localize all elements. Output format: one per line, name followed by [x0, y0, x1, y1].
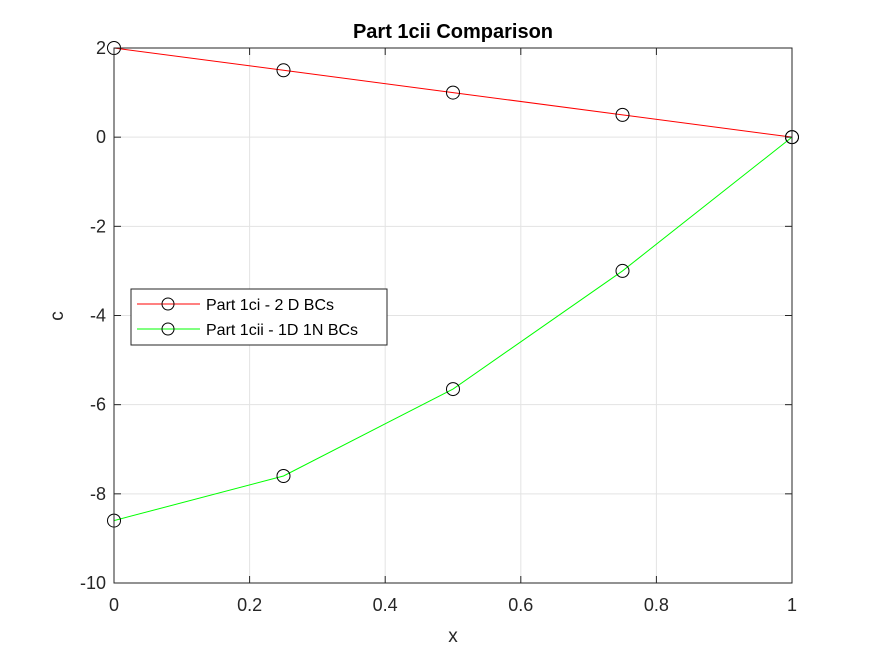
x-tick-label: 0.8: [644, 595, 669, 615]
y-tick-label: -2: [90, 216, 106, 236]
legend-marker-series-2: [161, 322, 175, 336]
series-2-point: [615, 263, 630, 278]
y-tick-label: -10: [80, 573, 106, 593]
ticks: 0 0.2 0.4 0.6 0.8 1 -10 -8 -6 -4 -2 0 2: [80, 38, 797, 615]
series-2-point: [276, 469, 291, 483]
y-axis-label: c: [47, 311, 68, 321]
x-axis-label: x: [448, 626, 458, 647]
legend: Part 1ci - 2 D BCs Part 1cii - 1D 1N BCs: [130, 288, 388, 346]
series-1-point: [276, 63, 291, 78]
x-tick-label: 0.2: [237, 595, 262, 615]
y-tick-label: -6: [90, 395, 106, 415]
x-tick-label: 0.4: [373, 595, 398, 615]
series-1-point: [446, 85, 460, 100]
x-tick-label: 0: [109, 595, 119, 615]
series-1-point: [615, 107, 630, 122]
x-tick-label: 1: [787, 595, 797, 615]
legend-label-series-1: Part 1ci - 2 D BCs: [206, 297, 334, 314]
legend-box: [130, 288, 388, 346]
series-2-point: [446, 382, 460, 397]
y-tick-label: 0: [96, 127, 106, 147]
y-tick-label: -4: [90, 306, 106, 326]
legend-label-series-2: Part 1cii - 1D 1N BCs: [206, 322, 358, 339]
x-tick-label: 0.6: [508, 595, 533, 615]
legend-marker-series-1: [161, 297, 175, 311]
y-tick-label: -8: [90, 484, 106, 504]
series-1-line: [113, 47, 793, 138]
chart-title: Part 1cii Comparison: [353, 21, 553, 43]
series-2-line: [113, 136, 793, 522]
y-tick-label: 2: [96, 38, 106, 58]
